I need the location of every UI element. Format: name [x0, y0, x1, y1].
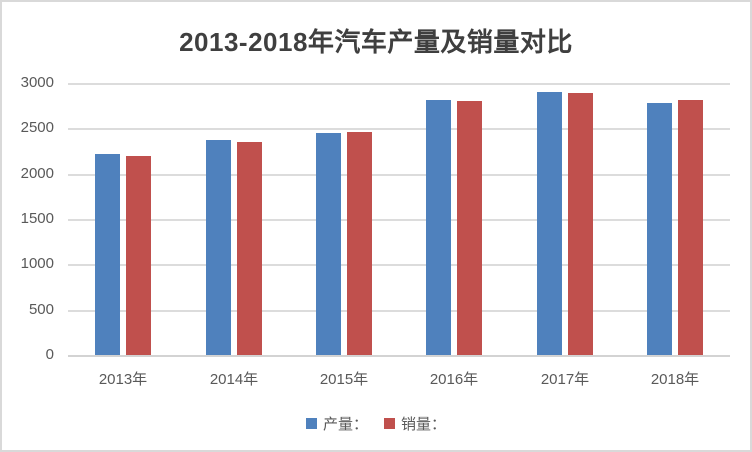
- y-tick-label-500: 500: [28, 301, 54, 318]
- gridline-2000: [68, 174, 730, 176]
- legend-label-sales: 销量：: [401, 416, 447, 433]
- chart-title: 2013-2018年汽车产量及销量对比: [179, 27, 573, 57]
- legend-item-production: 产量：: [305, 413, 368, 434]
- gridline-3000: [68, 83, 730, 85]
- legend-swatch-production: [305, 418, 317, 429]
- gridline-1500: [68, 219, 730, 221]
- legend: 产量： 销量：: [2, 413, 750, 434]
- bar-production-2015年: [316, 133, 341, 355]
- x-tick-label-2013年: 2013年: [98, 371, 148, 388]
- y-tick-label-1500: 1500: [20, 210, 54, 227]
- x-axis-line: [68, 355, 730, 357]
- bar-sales-2016年: [457, 101, 482, 355]
- bar-sales-2017年: [568, 93, 593, 355]
- bar-production-2018年: [647, 103, 672, 355]
- x-tick-label-2016年: 2016年: [429, 371, 479, 388]
- x-tick-label-2017年: 2017年: [540, 371, 590, 388]
- legend-swatch-sales: [384, 418, 395, 429]
- bar-sales-2014年: [237, 142, 262, 355]
- y-tick-label-0: 0: [45, 346, 54, 363]
- bar-sales-2018年: [678, 100, 703, 355]
- y-tick-label-2500: 2500: [20, 119, 54, 136]
- y-tick-label-2000: 2000: [20, 165, 54, 182]
- bar-production-2017年: [537, 92, 562, 355]
- x-tick-label-2015年: 2015年: [319, 371, 369, 388]
- bar-sales-2013年: [126, 156, 151, 355]
- bar-production-2013年: [95, 154, 120, 355]
- x-tick-label-2014年: 2014年: [209, 371, 259, 388]
- bar-production-2014年: [206, 140, 231, 355]
- gridline-2500: [68, 128, 730, 130]
- bar-production-2016年: [426, 100, 451, 355]
- legend-label-production: 产量：: [322, 416, 368, 433]
- y-tick-label-1000: 1000: [20, 255, 54, 272]
- bar-sales-2015年: [347, 132, 372, 355]
- legend-item-sales: 销量：: [384, 413, 446, 434]
- x-tick-label-2018年: 2018年: [650, 371, 700, 388]
- gridline-1000: [68, 264, 730, 266]
- gridline-500: [68, 310, 730, 312]
- y-tick-label-3000: 3000: [20, 74, 54, 91]
